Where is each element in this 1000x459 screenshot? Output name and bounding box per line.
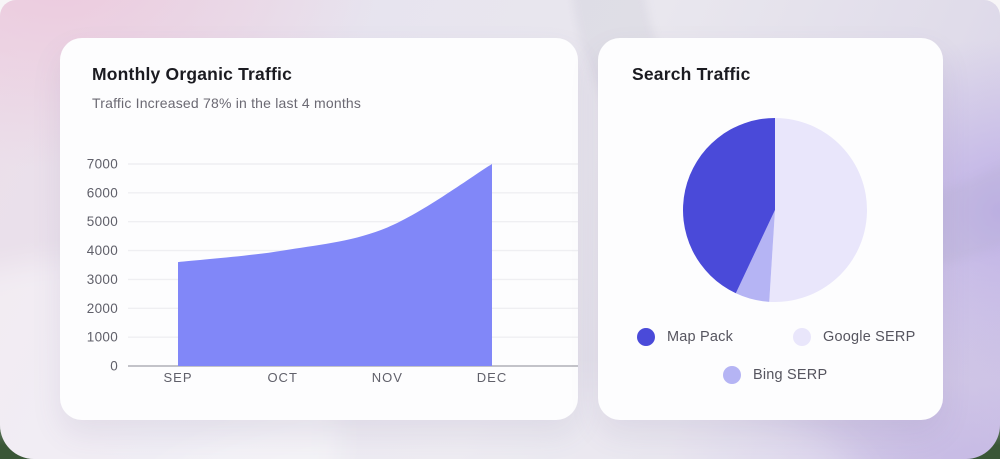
x-tick-label: OCT [267, 370, 297, 385]
traffic-card-title: Monthly Organic Traffic [92, 64, 293, 84]
y-tick-label: 0 [110, 359, 118, 374]
y-tick-label: 3000 [87, 272, 118, 287]
x-tick-label: SEP [163, 370, 192, 385]
search-traffic-card: Search Traffic Map Pack Google SERP Bing… [598, 38, 943, 420]
traffic-area-series [178, 164, 492, 366]
pie-slice-map-pack [683, 118, 775, 294]
x-tick-label: DEC [477, 370, 507, 385]
y-tick-label: 4000 [87, 243, 118, 258]
monthly-organic-traffic-area-chart: 0 1000 2000 3000 4000 5000 6000 7000 SEP OCT NOV DE… [87, 157, 578, 385]
pie-slice-bing-serp [735, 210, 775, 302]
bing-serp-legend-label: Bing SERP [753, 367, 828, 383]
google-serp-legend-dot [793, 328, 811, 346]
y-tick-label: 6000 [87, 185, 118, 200]
google-serp-legend-label: Google SERP [823, 329, 916, 345]
y-tick-label: 2000 [87, 301, 118, 316]
map-pack-legend-label: Map Pack [667, 329, 734, 345]
search-card-title: Search Traffic [632, 64, 751, 84]
legend-item-map-pack: Map Pack [637, 328, 733, 346]
x-tick-label: NOV [372, 370, 403, 385]
map-pack-legend-dot [637, 328, 655, 346]
monthly-organic-traffic-card: Monthly Organic Traffic Traffic Increase… [60, 38, 578, 420]
y-tick-label: 5000 [87, 214, 118, 229]
pie-slice-google-serp [769, 118, 868, 302]
legend-item-bing-serp: Bing SERP [723, 366, 827, 384]
y-tick-label: 7000 [87, 157, 118, 172]
bing-serp-legend-dot [723, 366, 741, 384]
legend-item-google-serp: Google SERP [793, 328, 915, 346]
y-tick-label: 1000 [87, 330, 118, 345]
traffic-card-subtitle: Traffic Increased 78% in the last 4 mont… [92, 95, 362, 111]
search-traffic-pie-chart [683, 118, 868, 302]
